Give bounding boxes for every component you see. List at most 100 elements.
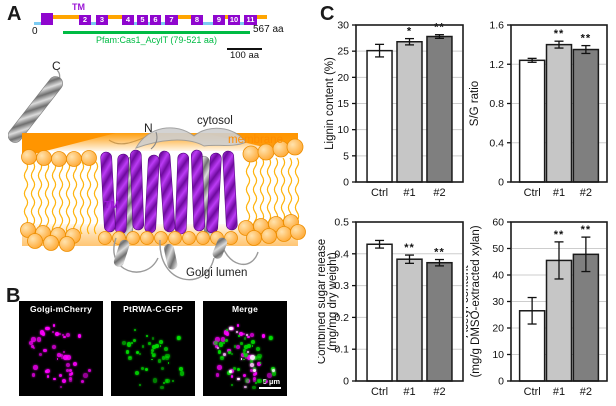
fluorescent-punctum [155, 344, 159, 348]
bar-ctrl [518, 59, 546, 183]
x-axis-label: #2 [580, 187, 592, 199]
fluorescent-punctum [121, 341, 126, 345]
panel-a-label: A [7, 3, 22, 25]
n-terminus-linker [150, 131, 158, 150]
fluorescent-punctum [244, 345, 248, 349]
micrograph-ptrwa-c-gfp: PtRWA-C-GFP [111, 301, 195, 396]
fluorescent-punctum [229, 326, 233, 331]
tm-helix-box-4: 4 [122, 15, 134, 25]
fluorescent-punctum [132, 338, 137, 343]
lumenal-loop-segment [91, 22, 96, 25]
fluorescent-punctum [218, 342, 224, 347]
fluorescent-punctum [177, 335, 182, 340]
fluorescent-punctum [63, 355, 68, 360]
fluorescent-punctum [60, 386, 63, 389]
y-axis-tick-label: 15 [337, 98, 349, 110]
fluorescent-punctum [58, 332, 61, 335]
c-terminus-label: C [52, 59, 61, 73]
x-axis-label: Ctrl [524, 187, 541, 199]
fluorescent-punctum [66, 363, 71, 368]
fluorescent-punctum [83, 373, 88, 378]
tm-helix-box-2: 2 [79, 15, 91, 25]
fluorescent-punctum [246, 333, 249, 336]
fluorescent-punctum [215, 373, 220, 377]
error-bar [527, 57, 537, 63]
tm-helix [222, 150, 238, 231]
fluorescent-punctum [43, 349, 47, 353]
fluorescent-punctum [46, 327, 50, 331]
fluorescent-punctum [157, 359, 162, 363]
lipid-head [27, 233, 43, 249]
y-axis-title: S/G ratio [469, 81, 481, 126]
fluorescent-punctum [69, 379, 72, 382]
fluorescent-punctum [261, 334, 266, 338]
fluorescent-punctum [243, 337, 247, 340]
fluorescent-punctum [36, 337, 42, 342]
fluorescent-punctum [231, 375, 234, 378]
y-axis-tick-label: 5 [343, 150, 349, 162]
fluorescent-punctum [213, 341, 218, 345]
fluorescent-punctum [72, 362, 77, 367]
bar-num2 [426, 261, 453, 382]
error-bar [434, 258, 444, 267]
y-axis-tick-label: 20 [492, 323, 504, 335]
y-axis-tick-label: 0 [343, 177, 349, 189]
lipid-head [36, 150, 52, 166]
fluorescent-punctum [171, 380, 174, 383]
cytosolic-loop-segment [225, 15, 228, 19]
fluorescent-punctum [68, 372, 72, 376]
fluorescent-punctum [159, 345, 162, 348]
tm-helix-box-6: 6 [150, 15, 161, 25]
x-axis-label: Ctrl [524, 386, 541, 398]
significance-marker: ** [554, 229, 565, 241]
tm-helix [206, 152, 222, 234]
error-bar [375, 43, 385, 58]
fluorescent-punctum [243, 349, 246, 352]
domain-diagram: TM 0 567 aa Pfam:Cas1_AcylT (79-521 aa) … [0, 0, 320, 62]
bar-ctrl [366, 243, 393, 382]
lipid-head [59, 236, 75, 252]
x-axis-label: #1 [553, 386, 565, 398]
fluorescent-punctum [250, 369, 254, 373]
fluorescent-punctum [165, 356, 169, 360]
y-axis-tick-label: 0.8 [489, 98, 504, 110]
fluorescent-punctum [165, 353, 170, 358]
fluorescent-punctum [249, 359, 254, 363]
fluorescent-punctum [243, 358, 246, 361]
y-axis-tick-label: 1.6 [489, 20, 504, 32]
fluorescent-punctum [141, 367, 145, 371]
y-axis-tick-label: 0.3 [334, 280, 349, 292]
fluorescent-punctum [252, 385, 256, 390]
fluorescent-punctum [249, 355, 255, 360]
fluorescent-punctum [223, 341, 226, 345]
fluorescent-punctum [256, 362, 261, 367]
tm-helix [100, 151, 116, 233]
aa-scale-bar-label: 100 aa [229, 50, 260, 61]
fluorescent-punctum [257, 353, 262, 358]
significance-marker: ** [434, 22, 445, 34]
fluorescent-punctum [220, 337, 226, 342]
tm-helix [174, 152, 190, 235]
fluorescent-punctum [243, 353, 247, 357]
pfam-domain-line [63, 31, 250, 34]
tm-helix [144, 154, 160, 234]
fluorescent-punctum [249, 362, 255, 368]
y-axis-tick-label: 0.2 [334, 312, 349, 324]
fluorescent-punctum [151, 349, 154, 352]
tm-helix-box-11: 11 [244, 15, 257, 25]
tm-helix-box-3: 3 [96, 15, 108, 25]
fluorescent-punctum [138, 383, 141, 386]
fluorescent-punctum [237, 335, 240, 337]
fluorescent-punctum [148, 342, 151, 345]
n-terminus-label: N [144, 121, 153, 135]
y-axis-tick-label: 30 [337, 20, 349, 32]
tm-helix [190, 149, 206, 232]
fluorescent-punctum [230, 383, 233, 386]
fluorescent-punctum [145, 335, 148, 337]
fluorescent-punctum [68, 377, 72, 381]
tm-helix-box-1 [41, 13, 53, 25]
bar-num2 [572, 253, 600, 382]
fluorescent-punctum [236, 324, 240, 327]
lipid-head [261, 228, 277, 244]
